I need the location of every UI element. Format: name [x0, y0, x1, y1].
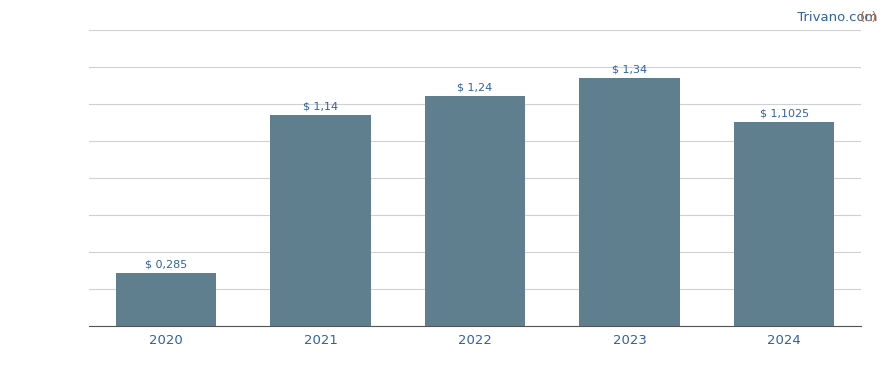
Bar	[733, 122, 835, 326]
Text: $ 0,285: $ 0,285	[145, 259, 187, 269]
Bar	[270, 115, 371, 326]
Bar	[424, 96, 526, 326]
Bar	[579, 78, 680, 326]
Bar	[115, 273, 217, 326]
Text: (c): (c)	[860, 11, 877, 24]
Text: $ 1,24: $ 1,24	[457, 83, 493, 93]
Text: $ 1,14: $ 1,14	[303, 101, 338, 111]
Text: Trivano.com: Trivano.com	[793, 11, 877, 24]
Text: $ 1,34: $ 1,34	[612, 64, 647, 74]
Text: $ 1,1025: $ 1,1025	[759, 108, 809, 118]
